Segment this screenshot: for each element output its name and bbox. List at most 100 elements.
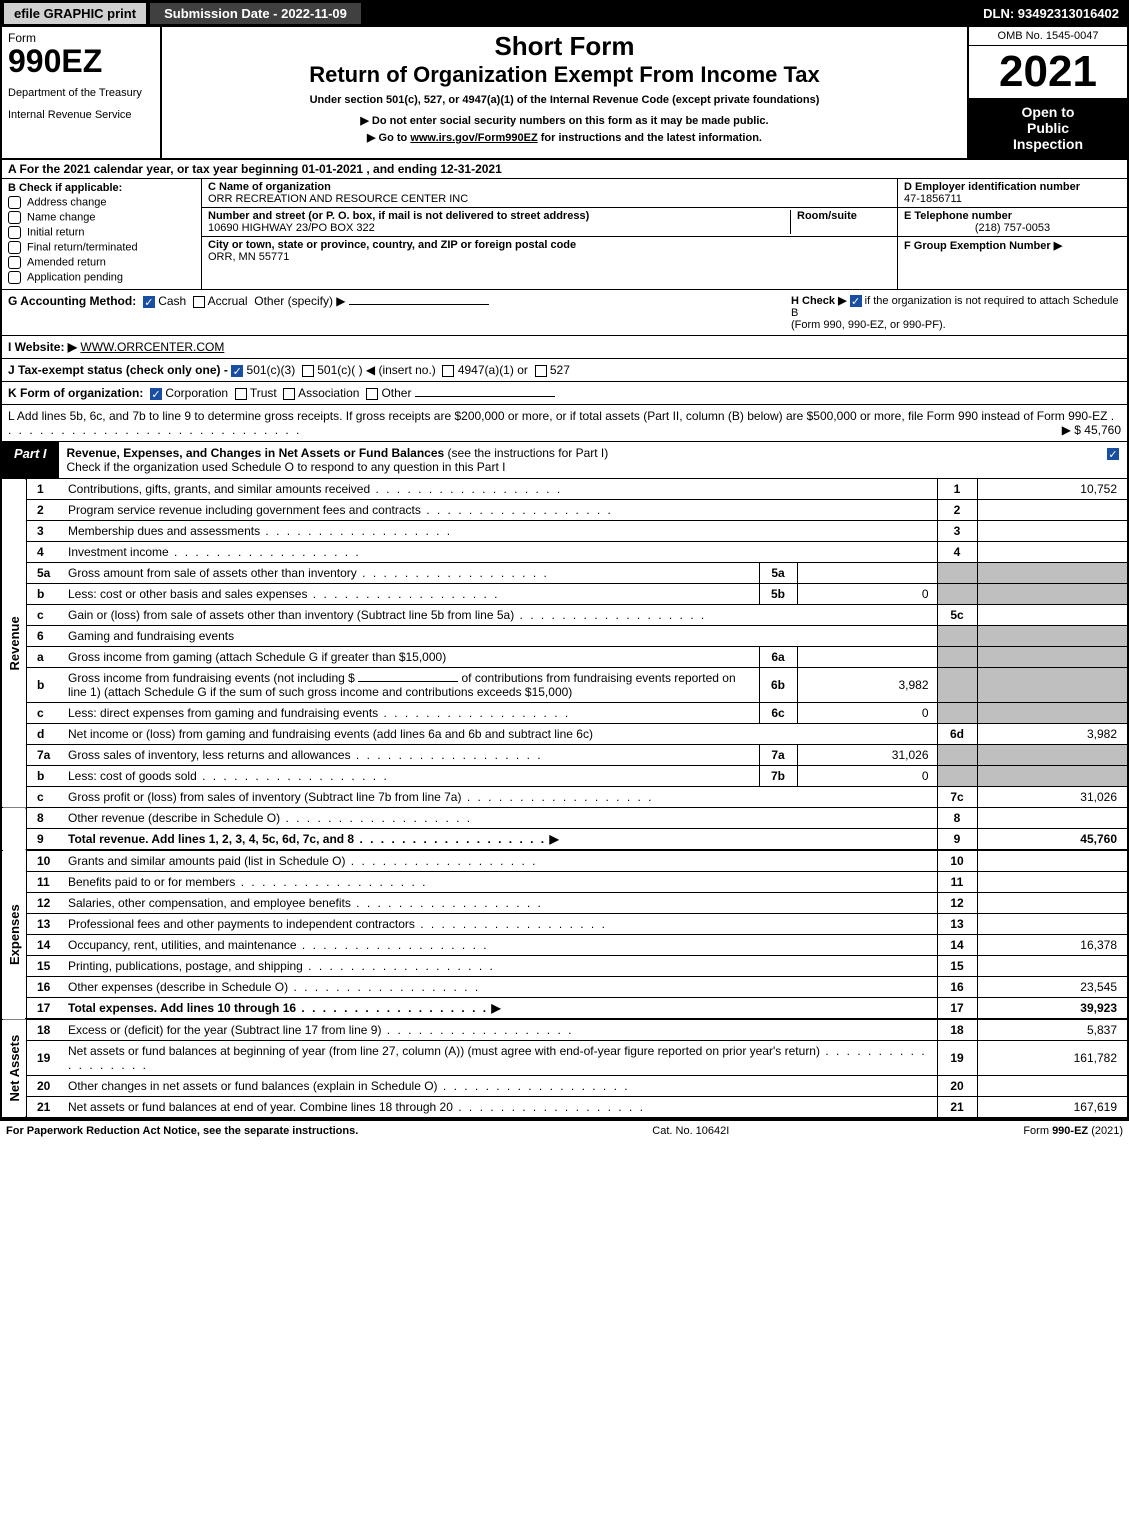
ln-8-rn: 8 xyxy=(937,808,977,829)
ln-5b-num: b xyxy=(26,584,64,605)
d-hdr: D Employer identification number xyxy=(904,181,1121,193)
section-g: G Accounting Method: Cash Accrual Other … xyxy=(8,294,791,308)
bcdef-row: B Check if applicable: Address change Na… xyxy=(2,179,1127,290)
ln-13-desc: Professional fees and other payments to … xyxy=(68,917,415,931)
website-link[interactable]: WWW.ORRCENTER.COM xyxy=(80,340,224,354)
ln-7a-rn xyxy=(937,745,977,766)
ln-16-val: 23,545 xyxy=(977,977,1127,998)
efile-button[interactable]: efile GRAPHIC print xyxy=(4,3,146,24)
ln-12-val xyxy=(977,893,1127,914)
check-amended-return[interactable]: Amended return xyxy=(8,256,195,269)
org-city: ORR, MN 55771 xyxy=(208,251,289,263)
org-address: 10690 HIGHWAY 23/PO BOX 322 xyxy=(208,222,375,234)
dept-irs: Internal Revenue Service xyxy=(8,109,154,121)
ln-20-num: 20 xyxy=(26,1076,64,1097)
ln-5b-iv: 0 xyxy=(797,584,937,605)
ln-5c-rn: 5c xyxy=(937,605,977,626)
part-i-bar: Part I Revenue, Expenses, and Changes in… xyxy=(2,442,1127,479)
ln-6c-num: c xyxy=(26,703,64,724)
j-label: J Tax-exempt status (check only one) - xyxy=(8,363,231,377)
row-a-tax-year: A For the 2021 calendar year, or tax yea… xyxy=(2,160,1127,179)
check-final-return[interactable]: Final return/terminated xyxy=(8,241,195,254)
short-form: Short Form xyxy=(168,31,961,62)
ln-17-num: 17 xyxy=(26,998,64,1020)
k-corp: Corporation xyxy=(165,386,228,400)
ein: 47-1856711 xyxy=(904,193,1121,205)
check-address-change[interactable]: Address change xyxy=(8,196,195,209)
ln-18-num: 18 xyxy=(26,1019,64,1041)
ln-17-desc: Total expenses. Add lines 10 through 16 xyxy=(68,1001,296,1015)
ln-9-val: 45,760 xyxy=(977,829,1127,851)
footer-right: Form 990-EZ (2021) xyxy=(1023,1125,1123,1137)
check-4947[interactable] xyxy=(442,365,454,377)
form-header: Form 990EZ Department of the Treasury In… xyxy=(2,27,1127,160)
section-l: L Add lines 5b, 6c, and 7b to line 9 to … xyxy=(2,405,1127,442)
open-line3: Inspection xyxy=(973,136,1123,152)
page-footer: For Paperwork Reduction Act Notice, see … xyxy=(0,1120,1129,1141)
ln-2-rn: 2 xyxy=(937,500,977,521)
check-501c[interactable] xyxy=(302,365,314,377)
ln-7c-val: 31,026 xyxy=(977,787,1127,808)
side-revenue: Revenue xyxy=(2,479,26,808)
omb-number: OMB No. 1545-0047 xyxy=(969,27,1127,46)
ln-10-rn: 10 xyxy=(937,850,977,872)
ln-19-rn: 19 xyxy=(937,1041,977,1076)
ln-6-desc: Gaming and fundraising events xyxy=(68,629,234,643)
g-cash: Cash xyxy=(158,294,186,308)
open-line1: Open to xyxy=(973,104,1123,120)
header-right: OMB No. 1545-0047 2021 Open to Public In… xyxy=(967,27,1127,158)
check-name-change[interactable]: Name change xyxy=(8,211,195,224)
ln-1-desc: Contributions, gifts, grants, and simila… xyxy=(68,482,370,496)
ln-5b-val xyxy=(977,584,1127,605)
ln-5a-in: 5a xyxy=(759,563,797,584)
check-association[interactable] xyxy=(283,388,295,400)
form-title: Return of Organization Exempt From Incom… xyxy=(168,62,961,88)
k-assoc: Association xyxy=(298,386,359,400)
ln-9-num: 9 xyxy=(26,829,64,851)
ln-21-num: 21 xyxy=(26,1097,64,1118)
ln-7b-num: b xyxy=(26,766,64,787)
ln-2-desc: Program service revenue including govern… xyxy=(68,503,421,517)
h-check-label: H Check ▶ xyxy=(791,295,847,307)
ln-11-desc: Benefits paid to or for members xyxy=(68,875,235,889)
ln-10-val xyxy=(977,850,1127,872)
ln-7a-iv: 31,026 xyxy=(797,745,937,766)
ln-18-val: 5,837 xyxy=(977,1019,1127,1041)
telephone: (218) 757-0053 xyxy=(904,222,1121,234)
ln-15-rn: 15 xyxy=(937,956,977,977)
check-initial-return[interactable]: Initial return xyxy=(8,226,195,239)
ln-3-num: 3 xyxy=(26,521,64,542)
check-corporation[interactable] xyxy=(150,388,162,400)
ln-4-num: 4 xyxy=(26,542,64,563)
ln-6b-num: b xyxy=(26,668,64,703)
check-501c3[interactable] xyxy=(231,365,243,377)
i-label: I Website: ▶ xyxy=(8,340,77,354)
ln-6b-desc1: Gross income from fundraising events (no… xyxy=(68,671,355,685)
ln-6a-val xyxy=(977,647,1127,668)
ln-3-rn: 3 xyxy=(937,521,977,542)
ln-15-val xyxy=(977,956,1127,977)
ln-21-rn: 21 xyxy=(937,1097,977,1118)
check-527[interactable] xyxy=(535,365,547,377)
instructions-link-line: ▶ Go to www.irs.gov/Form990EZ for instru… xyxy=(168,131,961,144)
part-i-label: Part I xyxy=(2,442,59,478)
instructions-link[interactable]: www.irs.gov/Form990EZ xyxy=(410,132,537,144)
check-h[interactable] xyxy=(850,295,862,307)
check-other[interactable] xyxy=(366,388,378,400)
k-other: Other xyxy=(381,386,411,400)
check-cash[interactable] xyxy=(143,296,155,308)
ln-7c-rn: 7c xyxy=(937,787,977,808)
sub3-pre: ▶ Go to xyxy=(367,132,410,144)
ln-17-rn: 17 xyxy=(937,998,977,1020)
ln-9-rn: 9 xyxy=(937,829,977,851)
ln-20-rn: 20 xyxy=(937,1076,977,1097)
part-i-check[interactable] xyxy=(1099,442,1127,478)
ln-4-rn: 4 xyxy=(937,542,977,563)
check-trust[interactable] xyxy=(235,388,247,400)
ln-8-desc: Other revenue (describe in Schedule O) xyxy=(68,811,280,825)
check-accrual[interactable] xyxy=(193,296,205,308)
check-application-pending[interactable]: Application pending xyxy=(8,271,195,284)
ln-14-val: 16,378 xyxy=(977,935,1127,956)
ln-6a-desc: Gross income from gaming (attach Schedul… xyxy=(68,650,446,664)
ln-6b-iv: 3,982 xyxy=(797,668,937,703)
